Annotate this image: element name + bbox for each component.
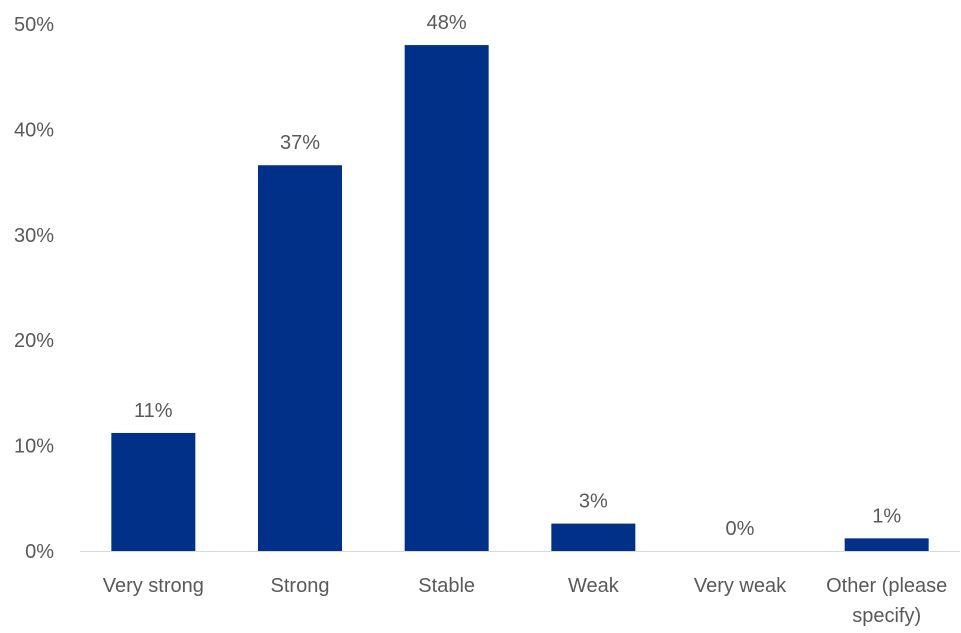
category-labels: Very strong Strong Stable Weak Very weak Othe… <box>103 575 948 627</box>
bar <box>258 165 342 551</box>
data-label: 37% <box>280 132 320 154</box>
data-label: 11% <box>134 400 173 422</box>
y-tick-label: 50% <box>14 14 54 36</box>
category-label-line: Other (please <box>826 575 947 597</box>
data-label: 0% <box>726 518 755 540</box>
bar <box>404 45 489 551</box>
data-labels: 11% 37% 48% 3% 0% 1% <box>134 12 901 540</box>
category-label-line: specify) <box>852 605 921 627</box>
y-tick-label: 10% <box>14 436 54 458</box>
y-tick-label: 20% <box>14 330 54 352</box>
data-label: 1% <box>872 505 901 527</box>
category-label: Very strong <box>103 575 204 597</box>
category-label: Stable <box>418 575 475 597</box>
category-label: Strong <box>271 575 330 597</box>
y-tick-label: 0% <box>25 541 54 563</box>
category-label: Other (please specify) <box>826 575 947 627</box>
bars <box>111 45 929 551</box>
y-tick-label: 40% <box>14 119 54 141</box>
bar <box>551 523 636 551</box>
bar <box>111 432 196 551</box>
category-label: Very weak <box>694 575 787 597</box>
category-label-line: Strong <box>271 575 330 597</box>
y-tick-label: 30% <box>14 225 54 247</box>
category-label-line: Weak <box>568 575 620 597</box>
category-label-line: Very strong <box>103 575 204 597</box>
category-label-line: Very weak <box>694 575 787 597</box>
data-label: 48% <box>427 12 467 34</box>
y-axis: 0% 10% 20% 30% 40% 50% <box>14 14 54 563</box>
category-label-line: Stable <box>418 575 475 597</box>
bar <box>844 538 929 551</box>
category-label: Weak <box>568 575 620 597</box>
data-label: 3% <box>579 491 608 513</box>
